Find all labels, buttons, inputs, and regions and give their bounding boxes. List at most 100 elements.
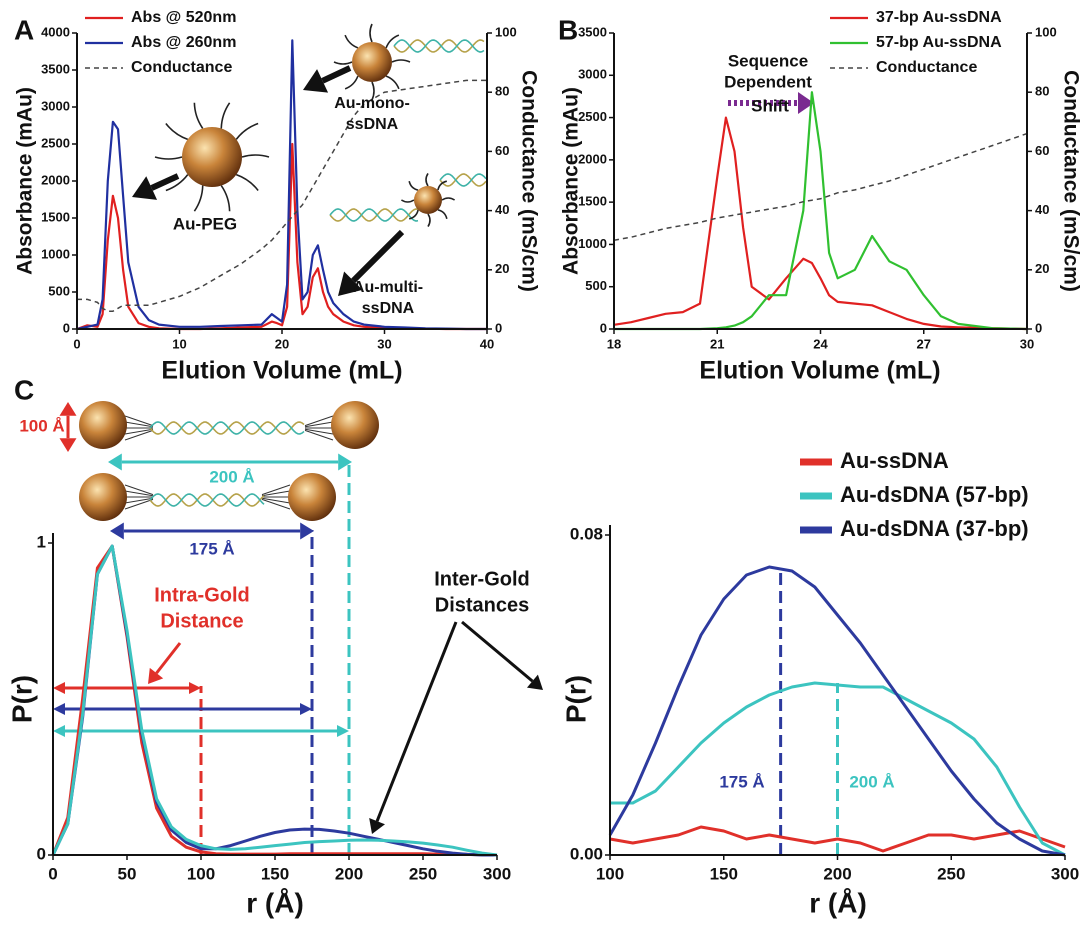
peg-chain <box>385 34 400 49</box>
peg-chain <box>241 154 270 158</box>
legend-label: Au-dsDNA (37-bp) <box>840 516 1029 541</box>
y-tick-label: 1 <box>37 532 46 551</box>
x-axis-title: r (Å) <box>246 887 304 918</box>
y2-tick-label: 60 <box>495 143 509 158</box>
panel-label: B <box>558 14 578 45</box>
annotation: Au-multi- <box>353 279 423 296</box>
y-tick-label: 2500 <box>41 135 70 150</box>
dna-illustration <box>329 208 419 222</box>
y-tick-label: 500 <box>48 283 70 298</box>
linker-illustration <box>124 498 154 510</box>
x-axis-title: r (Å) <box>809 887 867 918</box>
gold-nanoparticle <box>79 401 127 449</box>
y-tick-label: 0 <box>37 844 46 863</box>
y-tick-label: 1500 <box>578 194 607 209</box>
x-tick-label: 18 <box>607 336 621 351</box>
y-tick-label: 3500 <box>41 61 70 76</box>
arrow-head <box>526 674 543 690</box>
linker-illustration <box>304 415 334 427</box>
arrow-head <box>59 438 77 452</box>
linker-illustration <box>261 497 291 504</box>
peg-chain <box>369 23 373 43</box>
x-tick-label: 300 <box>1051 864 1079 883</box>
arrow-head <box>110 522 124 540</box>
dna-illustration <box>149 493 265 507</box>
gold-nanoparticle <box>331 401 379 449</box>
y-tick-label: 0 <box>63 320 70 335</box>
distance-arrow <box>53 725 349 737</box>
annotation: Au-PEG <box>173 214 237 233</box>
dna-illustration <box>149 421 305 435</box>
legend-label: Au-ssDNA <box>840 448 949 473</box>
y2-tick-label: 80 <box>495 84 509 99</box>
annotation: ssDNA <box>346 116 399 133</box>
legend-label: Conductance <box>876 59 977 76</box>
y2-tick-label: 80 <box>1035 84 1049 99</box>
arrow-head <box>59 402 77 416</box>
x-tick-label: 150 <box>261 864 289 883</box>
annotation: Au-mono- <box>334 95 410 112</box>
x-tick-label: 0 <box>73 336 80 351</box>
peg-chain <box>165 174 189 192</box>
linker-illustration <box>304 421 334 428</box>
x-tick-label: 24 <box>813 336 828 351</box>
y-tick-label: 0.08 <box>570 524 603 543</box>
x-axis-title: Elution Volume (mL) <box>699 357 940 385</box>
x-tick-label: 150 <box>710 864 738 883</box>
y-tick-label: 3500 <box>578 24 607 39</box>
y2-axis-title: Conductance (mS/cm) <box>1059 70 1082 292</box>
series-line <box>613 132 1028 241</box>
linker-illustration <box>124 484 154 496</box>
y-tick-label: 1500 <box>41 209 70 224</box>
linker-illustration <box>304 429 334 441</box>
arrow-head <box>338 271 363 296</box>
y-axis-title: P(r) <box>560 675 591 723</box>
x-tick-label: 21 <box>710 336 724 351</box>
arrow-shaft <box>150 173 180 191</box>
legend-label: Conductance <box>131 59 232 76</box>
peg-chain <box>193 185 204 212</box>
y-tick-label: 3000 <box>41 98 70 113</box>
linker-illustration <box>124 415 154 427</box>
y-tick-label: 1000 <box>41 246 70 261</box>
peg-chain <box>165 123 188 141</box>
arrow-shaft <box>461 620 534 683</box>
linker-illustration <box>124 421 154 428</box>
arrow-head <box>108 453 122 471</box>
x-tick-label: 0 <box>48 864 57 883</box>
gold-nanoparticle <box>414 186 442 214</box>
annotation: Distance <box>160 610 243 632</box>
peg-chain <box>425 172 429 187</box>
y-axis-title: P(r) <box>6 675 37 723</box>
annotation: ssDNA <box>362 300 415 317</box>
x-tick-label: 100 <box>596 864 624 883</box>
arrow-shaft <box>351 229 405 283</box>
dna-illustration <box>393 39 485 53</box>
dna-illustration <box>149 493 265 507</box>
gold-nanoparticle <box>352 42 392 82</box>
peg-chain <box>344 75 359 90</box>
linker-illustration <box>124 497 154 504</box>
distance-arrow <box>53 703 312 715</box>
x-tick-label: 27 <box>917 336 931 351</box>
peg-chain <box>235 122 259 140</box>
distance-arrow-head <box>53 725 65 737</box>
y-tick-label: 2000 <box>578 151 607 166</box>
y2-tick-label: 100 <box>495 24 517 39</box>
panel-label: C <box>14 374 34 405</box>
linker-illustration <box>124 490 154 497</box>
y2-tick-label: 20 <box>495 261 509 276</box>
dna-illustration <box>439 173 487 187</box>
x-tick-label: 20 <box>275 336 289 351</box>
gold-nanoparticle <box>79 473 127 521</box>
x-tick-label: 250 <box>409 864 437 883</box>
dna-illustration <box>149 421 305 435</box>
peg-chain <box>154 156 183 160</box>
gold-nanoparticle <box>288 473 336 521</box>
legend-label: Abs @ 520nm <box>131 9 236 26</box>
y-tick-label: 1000 <box>578 236 607 251</box>
y-tick-label: 500 <box>585 278 607 293</box>
x-tick-label: 250 <box>937 864 965 883</box>
peg-chain <box>371 81 375 101</box>
